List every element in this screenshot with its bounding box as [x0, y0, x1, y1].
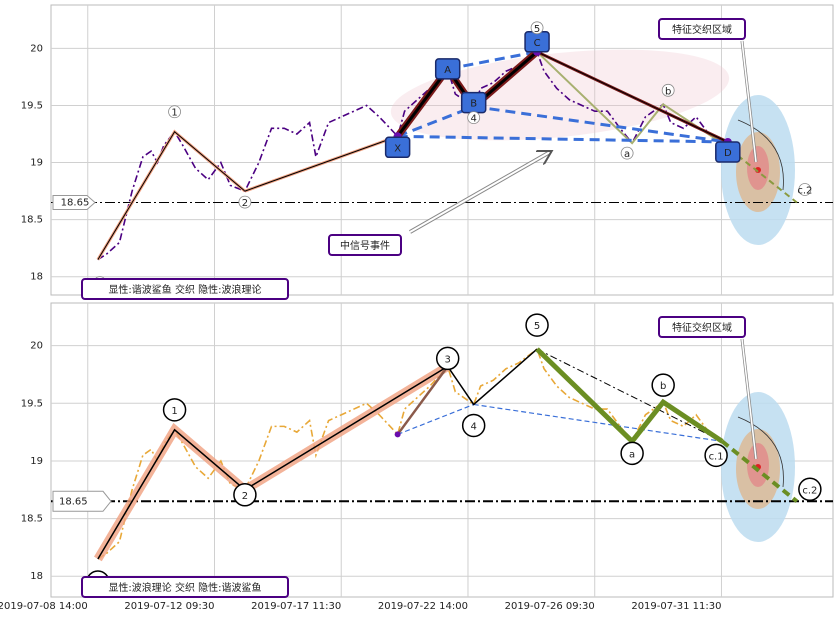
pattern-line	[536, 51, 729, 143]
pattern-box	[384, 136, 411, 159]
pattern-label: C	[534, 38, 541, 49]
pattern-label: D	[724, 148, 732, 159]
wave-line	[97, 348, 538, 560]
event-label: 中信号事件	[340, 239, 390, 252]
wave-c	[720, 439, 799, 503]
wave-marker	[238, 195, 252, 209]
wave-marker	[162, 398, 187, 422]
wave-marker	[798, 183, 812, 196]
wave-marker	[168, 105, 181, 119]
wave-label: 2	[242, 491, 248, 502]
y-tick-label: 18	[30, 571, 43, 582]
wave-label: 4	[470, 421, 476, 432]
x-tick-label: 2019-07-08 14:00	[0, 601, 88, 612]
pattern-leg	[397, 134, 728, 144]
level-tag	[52, 490, 112, 512]
pattern-box	[715, 141, 741, 163]
summary-label: 显性:谐波鲨鱼 交织 隐性:波浪理论	[108, 283, 261, 296]
y-tick-label: 19	[30, 158, 43, 169]
wave-label: 5	[534, 24, 540, 35]
panel-frame	[50, 4, 834, 296]
wave-marker	[704, 443, 728, 468]
wave-label: 3	[445, 354, 451, 365]
level-label: 18.65	[59, 496, 88, 507]
pattern-box	[434, 58, 461, 80]
arc	[737, 416, 784, 488]
wave-label: 4	[470, 114, 476, 125]
wave-marker	[467, 111, 481, 125]
wave-label: c.1	[709, 451, 724, 462]
y-tick-label: 19.5	[21, 398, 43, 409]
wave-label: a	[624, 149, 630, 160]
wave-label: c.2	[797, 186, 812, 197]
pattern-label: B	[470, 99, 477, 110]
zone-label: 特征交织区域	[672, 321, 732, 334]
arc	[737, 119, 784, 191]
wave-marker	[435, 346, 460, 371]
y-tick-label: 20	[30, 341, 43, 352]
y-tick-label: 18.5	[21, 215, 43, 226]
event-arrow	[409, 152, 550, 233]
wave-marker	[651, 373, 675, 397]
zone-label: 特征交织区域	[672, 23, 732, 36]
x-tick-label: 2019-07-26 09:30	[505, 601, 595, 612]
wave-c	[535, 347, 724, 446]
level-label: 18.65	[61, 198, 90, 209]
trend-line	[473, 403, 723, 442]
zone-arrow	[741, 338, 757, 460]
wave-label: 1	[171, 406, 177, 417]
wave-line	[97, 130, 246, 260]
wave-label: b	[665, 86, 671, 97]
summary-box	[81, 576, 289, 598]
x-tick-label: 2019-07-17 11:30	[251, 601, 341, 612]
y-tick-label: 18	[30, 272, 43, 283]
zone-box	[658, 18, 746, 40]
wave-label: 1	[171, 108, 177, 119]
wave-label: 2	[242, 198, 248, 209]
wave-marker	[798, 477, 822, 502]
wave-label: c.2	[802, 485, 817, 496]
wave-marker	[461, 413, 486, 438]
pivot-line	[396, 365, 449, 436]
pivot-line	[397, 403, 474, 435]
pattern-label: A	[444, 65, 451, 76]
pattern-label: X	[394, 143, 401, 154]
level-tag	[52, 195, 96, 211]
wave-line	[244, 135, 398, 192]
pattern-leg	[473, 105, 729, 144]
y-tick-label: 19.5	[21, 100, 43, 111]
wave-marker	[525, 313, 549, 337]
wave-label: 5	[534, 321, 540, 332]
x-tick-label: 2019-07-22 14:00	[378, 601, 468, 612]
trend-line	[536, 348, 723, 442]
x-tick-label: 2019-07-31 11:30	[631, 601, 721, 612]
wave-label: b	[660, 381, 666, 392]
zone-arrow	[741, 40, 757, 163]
wave-marker	[233, 483, 257, 507]
pattern-line	[396, 50, 539, 138]
event-box	[328, 234, 402, 256]
summary-label: 显性:波浪理论 交织 隐性:谐波鲨鱼	[108, 581, 261, 594]
x-tick-label: 2019-07-12 09:30	[124, 601, 214, 612]
wave-label: a	[629, 449, 635, 460]
pattern-leg	[397, 105, 475, 138]
price-line	[97, 50, 723, 261]
zone-box	[658, 316, 746, 338]
summary-box	[81, 278, 289, 300]
y-tick-label: 20	[30, 43, 43, 54]
y-tick-label: 19	[30, 456, 43, 467]
y-tick-label: 18.5	[21, 514, 43, 525]
wave-marker	[530, 21, 544, 35]
wave-marker	[620, 146, 634, 160]
pivot-point	[394, 431, 401, 438]
wave-marker	[620, 441, 644, 466]
wave-marker	[661, 83, 675, 97]
